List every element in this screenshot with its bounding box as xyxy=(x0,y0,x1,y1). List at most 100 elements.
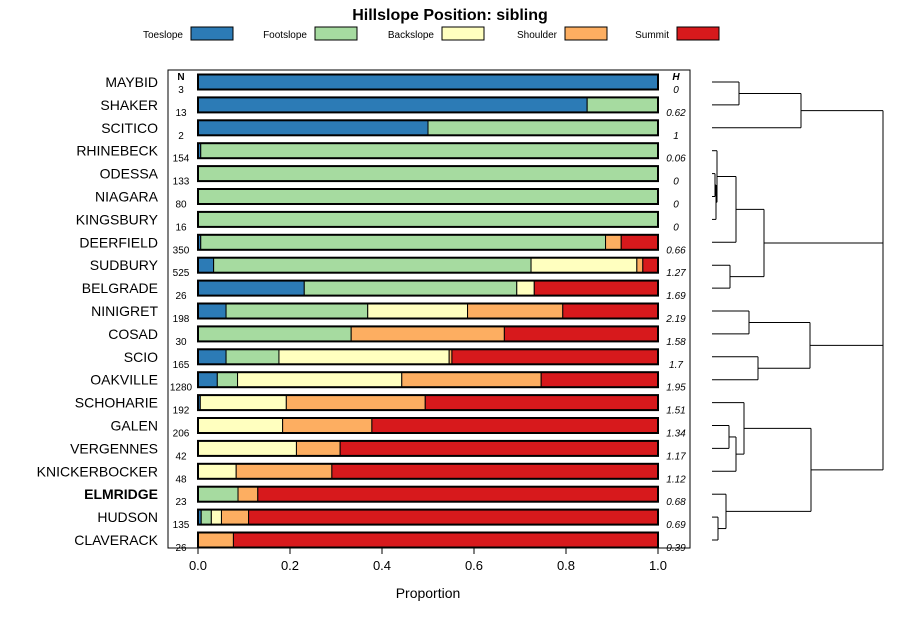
bar-segment-toeslope xyxy=(197,280,305,297)
bar-outline xyxy=(197,119,659,137)
bar-segment-summit xyxy=(232,532,659,548)
bar-segment-backslope xyxy=(197,463,237,480)
bar-segment-shoulder xyxy=(235,463,333,480)
row-n-value: 26 xyxy=(175,543,187,554)
row-label: KNICKERBOCKER xyxy=(37,463,158,479)
bar-outline xyxy=(197,462,659,480)
legend-label-summit: Summit xyxy=(635,30,669,41)
bar-segment-backslope xyxy=(199,394,287,411)
row-n-value: 206 xyxy=(173,429,190,440)
legend-label-shoulder: Shoulder xyxy=(517,30,558,41)
bar-segment-toeslope xyxy=(197,119,429,136)
row-label: GALEN xyxy=(111,418,158,434)
bar-segment-summit xyxy=(257,486,659,503)
row-h-value: 0 xyxy=(673,200,679,211)
bar-row-scitico: SCITICO 2 1 xyxy=(101,119,679,142)
row-h-value: 1.27 xyxy=(666,268,686,279)
bar-segment-footslope xyxy=(197,211,659,228)
bar-segment-footslope xyxy=(197,325,352,342)
row-n-value: 525 xyxy=(173,268,190,279)
bar-segment-summit xyxy=(371,417,659,434)
bar-row-vergennes: VERGENNES 42 1.17 xyxy=(70,439,686,462)
h-column-header: H xyxy=(672,72,680,83)
bar-segment-shoulder xyxy=(401,371,542,388)
legend-swatch-backslope xyxy=(441,26,485,41)
bar-segment-backslope xyxy=(278,348,450,365)
x-tick-label: 0.8 xyxy=(557,558,575,573)
bar-outline xyxy=(197,485,659,503)
x-tick-label: 0.6 xyxy=(465,558,483,573)
row-n-value: 48 xyxy=(175,474,187,485)
row-n-value: 1280 xyxy=(170,383,193,394)
bar-row-deerfield: DEERFIELD 350 0.66 xyxy=(79,233,686,256)
bar-outline xyxy=(197,188,659,205)
row-h-value: 1.69 xyxy=(666,291,686,302)
bar-segment-shoulder xyxy=(295,440,341,457)
row-n-value: 350 xyxy=(173,245,190,256)
row-n-value: 13 xyxy=(175,108,187,119)
row-h-value: 1.58 xyxy=(666,337,686,348)
bar-outline xyxy=(197,531,659,549)
row-label: DEERFIELD xyxy=(79,234,158,250)
x-tick-label: 0.0 xyxy=(189,558,207,573)
row-n-value: 198 xyxy=(173,314,190,325)
row-n-value: 135 xyxy=(173,520,190,531)
row-n-value: 23 xyxy=(175,497,187,508)
bar-segment-footslope xyxy=(303,280,518,297)
bar-segment-summit xyxy=(451,348,659,365)
row-n-value: 192 xyxy=(173,406,190,417)
bar-outline xyxy=(197,256,659,274)
row-n-value: 2 xyxy=(178,131,184,142)
bar-outline xyxy=(197,165,659,183)
row-n-value: 133 xyxy=(173,177,190,188)
bar-outline xyxy=(197,302,659,320)
bar-segment-footslope xyxy=(427,119,659,136)
legend: Toeslope Footslope Backslope Shoulder Summit xyxy=(143,26,720,41)
row-n-value: 42 xyxy=(175,451,187,462)
bar-outline xyxy=(197,96,659,114)
bar-row-schoharie: SCHOHARIE 192 1.51 xyxy=(75,394,686,417)
bar-segment-footslope xyxy=(216,371,239,388)
row-h-value: 0 xyxy=(673,85,679,96)
bar-row-elmridge: ELMRIDGE 23 0.68 xyxy=(84,485,686,508)
bar-segment-shoulder xyxy=(605,234,622,251)
bar-row-sudbury: SUDBURY 525 1.27 xyxy=(90,256,686,279)
bar-outline xyxy=(197,279,659,297)
bar-row-shaker: SHAKER 13 0.62 xyxy=(100,96,686,119)
legend-label-backslope: Backslope xyxy=(388,30,435,41)
row-label: NINIGRET xyxy=(91,303,158,319)
bar-segment-toeslope xyxy=(197,96,588,113)
bar-segment-shoulder xyxy=(350,325,505,342)
row-n-value: 26 xyxy=(175,291,187,302)
row-label: OAKVILLE xyxy=(90,372,158,388)
bar-segment-shoulder xyxy=(282,417,373,434)
bar-segment-backslope xyxy=(210,509,222,526)
bar-segment-shoulder xyxy=(636,257,644,274)
x-axis: 0.0 0.2 0.4 0.6 0.8 1.0 xyxy=(189,548,667,573)
bar-row-galen: GALEN 206 1.34 xyxy=(111,417,686,440)
row-label: SUDBURY xyxy=(90,257,159,273)
bar-segment-footslope xyxy=(200,234,607,251)
row-n-value: 165 xyxy=(173,360,190,371)
bar-segment-footslope xyxy=(225,303,369,319)
dendrogram xyxy=(712,81,884,541)
bar-segment-backslope xyxy=(237,371,403,388)
bar-segment-footslope xyxy=(200,142,659,159)
legend-label-footslope: Footslope xyxy=(263,30,307,41)
bar-outline xyxy=(197,417,659,434)
row-n-value: 80 xyxy=(175,200,187,211)
bar-segment-backslope xyxy=(197,417,284,434)
row-h-value: 1.12 xyxy=(666,474,686,485)
row-n-value: 16 xyxy=(175,222,187,233)
row-label: ODESSA xyxy=(100,166,159,182)
bar-row-odessa: ODESSA 133 0 xyxy=(100,165,679,188)
row-label: SHAKER xyxy=(100,97,158,113)
bar-segment-shoulder xyxy=(197,532,234,548)
bar-row-knickerbocker: KNICKERBOCKER 48 1.12 xyxy=(37,462,686,485)
row-h-value: 1.17 xyxy=(666,451,686,462)
row-h-value: 0 xyxy=(673,177,679,188)
row-label: KINGSBURY xyxy=(76,211,159,227)
bar-segment-shoulder xyxy=(237,486,259,503)
row-h-value: 2.19 xyxy=(665,314,686,325)
